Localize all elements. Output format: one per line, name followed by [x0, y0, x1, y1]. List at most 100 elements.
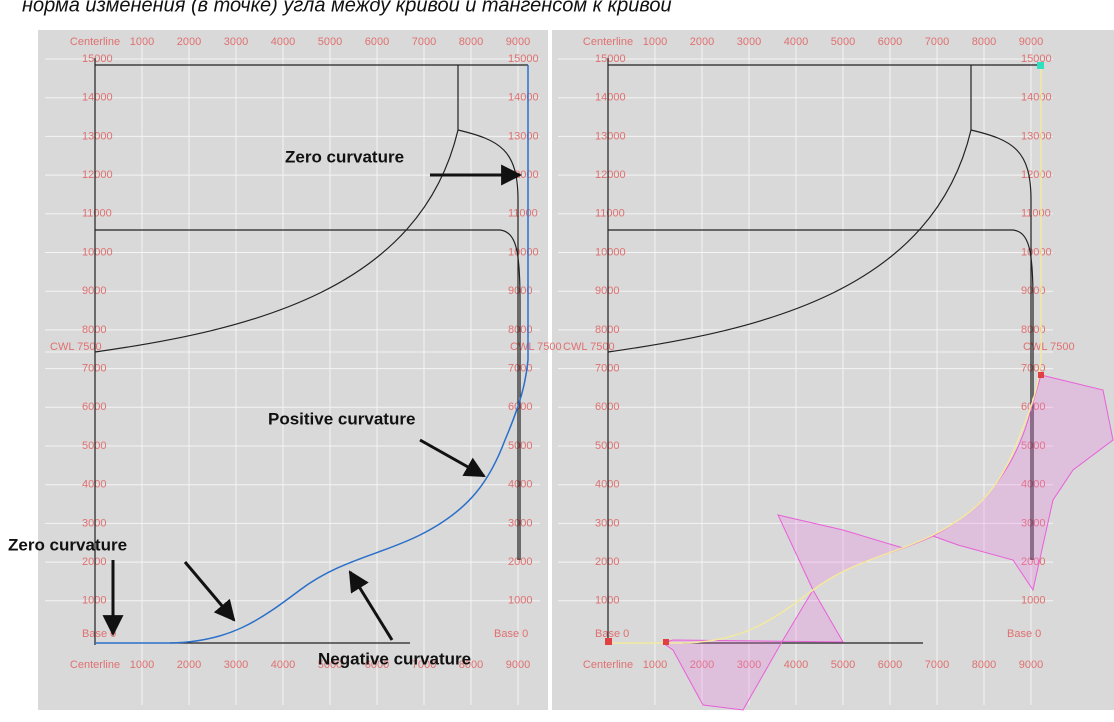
y-label: 1000 — [1021, 595, 1045, 607]
x-label: 6000 — [878, 36, 902, 48]
y-label: 15000 — [1021, 53, 1052, 65]
hull-line — [608, 229, 1034, 560]
y-label: 8000 — [595, 324, 619, 336]
cwl-label: CWL 7500 — [1023, 341, 1075, 353]
y-label: 2000 — [595, 556, 619, 568]
x-label: Centerline — [583, 36, 633, 48]
base-label: Base 0 — [595, 628, 629, 640]
y-label: 4000 — [595, 479, 619, 491]
x-label: 5000 — [831, 36, 855, 48]
y-label: 11000 — [82, 208, 112, 220]
cwl-label: CWL 7500 — [50, 341, 102, 353]
x-label: Centerline — [583, 659, 633, 671]
x-label: 7000 — [412, 36, 436, 48]
x-label: Centerline — [70, 36, 120, 48]
y-label: 9000 — [595, 285, 619, 297]
y-label: 14000 — [508, 92, 539, 104]
y-label: 2000 — [1021, 556, 1045, 568]
y-label: 12000 — [595, 169, 626, 181]
x-label: 8000 — [972, 36, 996, 48]
cwl-label: CWL 7500 — [563, 341, 615, 353]
x-label: 9000 — [1019, 36, 1043, 48]
y-label: 8000 — [82, 324, 106, 336]
point — [1037, 62, 1044, 69]
x-label: 1000 — [643, 36, 667, 48]
x-label: 5000 — [318, 36, 342, 48]
y-label: 15000 — [508, 53, 539, 65]
point — [1038, 372, 1044, 378]
y-label: 2000 — [508, 556, 532, 568]
hull-line — [970, 129, 1032, 560]
point — [663, 639, 669, 645]
y-label: 4000 — [82, 479, 106, 491]
curvature-comb — [661, 589, 844, 711]
y-label: 6000 — [82, 401, 106, 413]
x-label: 6000 — [365, 659, 389, 671]
y-label: 13000 — [1021, 130, 1052, 142]
base-label: Base 0 — [494, 628, 528, 640]
panel-right — [552, 30, 1114, 710]
panel-left — [38, 30, 548, 710]
annotation: Zero curvature — [8, 535, 127, 554]
x-label: 8000 — [459, 659, 483, 671]
y-label: 11000 — [595, 208, 625, 220]
hull-line — [94, 129, 459, 353]
x-label: 3000 — [737, 659, 761, 671]
annotations — [102, 164, 523, 641]
curve — [95, 65, 529, 644]
cwl-label: CWL 7500 — [510, 341, 562, 353]
y-label: 7000 — [82, 363, 106, 375]
point — [605, 638, 612, 645]
x-label: 7000 — [412, 659, 436, 671]
y-label: 15000 — [82, 53, 113, 65]
y-label: 1000 — [595, 595, 619, 607]
y-label: 12000 — [82, 169, 113, 181]
caption: норма изменения (в точке) угла между кри… — [22, 0, 672, 16]
y-label: 10000 — [508, 246, 539, 258]
x-label: 3000 — [224, 659, 248, 671]
y-label: 6000 — [595, 401, 619, 413]
y-label: 10000 — [82, 246, 113, 258]
hull-line — [95, 229, 521, 560]
y-label: 11000 — [508, 208, 538, 220]
x-label: 4000 — [784, 659, 808, 671]
curve — [608, 65, 1042, 644]
x-label: 7000 — [925, 36, 949, 48]
x-label: 6000 — [878, 659, 902, 671]
y-label: 12000 — [1021, 169, 1052, 181]
x-label: 2000 — [690, 36, 714, 48]
y-label: 1000 — [508, 595, 532, 607]
x-label: 2000 — [690, 659, 714, 671]
y-label: 10000 — [595, 246, 626, 258]
y-label: 14000 — [595, 92, 626, 104]
y-label: 3000 — [82, 517, 106, 529]
x-label: Centerline — [70, 659, 120, 671]
x-label: 4000 — [271, 659, 295, 671]
x-label: 9000 — [1019, 659, 1043, 671]
y-label: 5000 — [595, 440, 619, 452]
x-label: 2000 — [177, 659, 201, 671]
y-label: 13000 — [82, 130, 113, 142]
base-label: Base 0 — [82, 628, 116, 640]
x-label: 6000 — [365, 36, 389, 48]
y-label: 13000 — [508, 130, 539, 142]
y-label: 2000 — [82, 556, 106, 568]
x-label: 2000 — [177, 36, 201, 48]
annotation: Negative curvature — [318, 649, 471, 668]
x-label: 1000 — [130, 36, 154, 48]
annotation: Positive curvature — [268, 409, 415, 428]
right-drawing: Centerline Centerline 1000 1000 2000 2000 3000… — [558, 36, 1114, 711]
annotation: Zero curvature — [285, 147, 404, 166]
x-label: 8000 — [972, 659, 996, 671]
y-label: 13000 — [595, 130, 626, 142]
x-label: 3000 — [737, 36, 761, 48]
y-label: 5000 — [82, 440, 106, 452]
y-label: 11000 — [1021, 208, 1051, 220]
x-label: 7000 — [925, 659, 949, 671]
hull-line — [607, 129, 972, 353]
y-label: 14000 — [1021, 92, 1052, 104]
y-label: 15000 — [595, 53, 626, 65]
x-label: 9000 — [506, 659, 530, 671]
x-label: 9000 — [506, 36, 530, 48]
